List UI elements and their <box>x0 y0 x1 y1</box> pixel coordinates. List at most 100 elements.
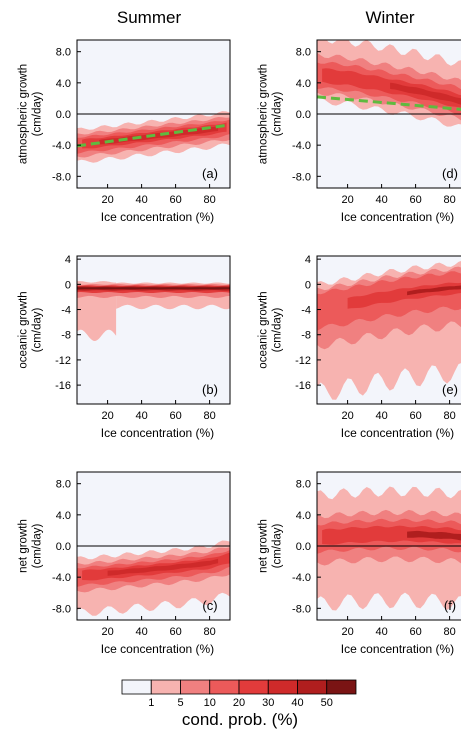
x-tick-label: 60 <box>409 410 421 422</box>
x-tick-label: 40 <box>135 626 147 638</box>
panel-label: (b) <box>202 382 218 397</box>
x-tick-label: 60 <box>169 626 181 638</box>
y-tick-label: 8.0 <box>296 47 311 59</box>
panel-label: (f) <box>444 598 456 613</box>
y-tick-label: -4.0 <box>292 572 311 584</box>
y-tick-label: -8.0 <box>52 171 71 183</box>
y-tick-label: 8.0 <box>296 479 311 491</box>
colorbar-swatch <box>209 679 240 695</box>
y-tick-label: -12 <box>295 355 311 367</box>
panel-d: -8.0 -4.0 0.0 4.0 8.0 20 40 60 80 Ice concentrati… <box>258 39 461 224</box>
contour-bands <box>77 281 230 341</box>
y-tick-label: 0.0 <box>296 109 311 121</box>
y-tick-label: -4.0 <box>52 140 71 152</box>
y-tick-label: 4 <box>65 254 71 266</box>
x-tick-label: 20 <box>341 194 353 206</box>
y-tick-label: 4.0 <box>56 78 71 90</box>
x-tick-label: 20 <box>101 626 113 638</box>
y-tick-label: 8.0 <box>56 479 71 491</box>
x-tick-label: 80 <box>203 410 215 422</box>
regression-fit-line <box>77 123 230 148</box>
colorbar-tick-label: 1 <box>148 697 154 709</box>
contour-bands <box>317 40 461 127</box>
x-axis-label: Ice concentration (%) <box>101 210 214 224</box>
x-tick-label: 20 <box>101 410 113 422</box>
y-tick-label: -16 <box>295 380 311 392</box>
y-tick-label: 4 <box>305 254 311 266</box>
x-tick-label: 60 <box>169 410 181 422</box>
y-tick-label: 4.0 <box>296 78 311 90</box>
colorbar-swatch <box>121 679 152 695</box>
panel-b: -16 -12 -8 -4 0 4 20 40 60 80 Ice concentration (%… <box>18 254 231 440</box>
x-tick-label: 80 <box>203 626 215 638</box>
y-tick-label: 0 <box>65 279 71 291</box>
y-tick-label: -4.0 <box>292 140 311 152</box>
axes-frame <box>76 255 231 405</box>
y-tick-label: -8.0 <box>292 171 311 183</box>
contour-bands <box>77 540 230 616</box>
y-tick-label: 8.0 <box>56 47 71 59</box>
panel-e: -16 -12 -8 -4 0 4 20 40 60 80 Ice concentration (%… <box>258 254 461 440</box>
contour-bands <box>317 486 461 611</box>
y-tick-label: 4.0 <box>296 510 311 522</box>
colorbar-tick-label: 20 <box>233 697 245 709</box>
y-tick-label: 0.0 <box>56 541 71 553</box>
x-tick-label: 40 <box>375 410 387 422</box>
colorbar: 1 5 10 20 30 40 50 <box>121 679 357 709</box>
y-axis-label: net growth (cm/day) <box>18 519 44 573</box>
colorbar-swatch <box>267 679 298 695</box>
y-tick-label: -16 <box>55 380 71 392</box>
x-tick-label: 20 <box>341 626 353 638</box>
y-tick-label: -12 <box>55 355 71 367</box>
y-axis-label: net growth (cm/day) <box>258 519 284 573</box>
colorbar-swatch <box>180 679 211 695</box>
contour-band-level-5 <box>407 285 461 296</box>
colorbar-swatch <box>238 679 269 695</box>
contour-bands <box>317 261 461 400</box>
x-tick-label: 60 <box>409 626 421 638</box>
x-tick-label: 40 <box>135 410 147 422</box>
contour-band-level-4 <box>322 525 461 545</box>
panel-label: (c) <box>202 598 217 613</box>
colorbar-tick-label: 40 <box>291 697 303 709</box>
x-tick-label: 40 <box>375 194 387 206</box>
x-tick-label: 20 <box>341 410 353 422</box>
y-tick-label: -8.0 <box>52 603 71 615</box>
x-tick-label: 80 <box>443 410 455 422</box>
y-tick-label: 4.0 <box>56 510 71 522</box>
x-axis-label: Ice concentration (%) <box>341 642 454 656</box>
x-axis-label: Ice concentration (%) <box>101 426 214 440</box>
x-tick-label: 80 <box>203 194 215 206</box>
column-title-winter: Winter <box>365 8 414 27</box>
colorbar-tick-label: 5 <box>177 697 183 709</box>
colorbar-tick-label: 10 <box>204 697 216 709</box>
colorbar-tick-label: 30 <box>262 697 274 709</box>
colorbar-swatch <box>326 679 357 695</box>
panel-c: -8.0 -4.0 0.0 4.0 8.0 20 40 60 80 Ice concentrati… <box>18 471 231 656</box>
x-tick-label: 20 <box>101 194 113 206</box>
panel-label: (d) <box>442 166 458 181</box>
regression-fit-line <box>317 95 461 111</box>
panel-f: -8.0 -4.0 0.0 4.0 8.0 20 40 60 80 Ice concentrati… <box>258 471 461 656</box>
x-tick-label: 40 <box>375 626 387 638</box>
y-tick-label: 0 <box>305 279 311 291</box>
y-tick-label: 0.0 <box>56 109 71 121</box>
y-tick-label: -8 <box>61 330 71 342</box>
colorbar-tick-label: 50 <box>321 697 333 709</box>
y-tick-label: -4.0 <box>52 572 71 584</box>
panel-label: (e) <box>442 382 458 397</box>
colorbar-swatch <box>297 679 328 695</box>
x-axis-label: Ice concentration (%) <box>341 426 454 440</box>
y-tick-label: -4 <box>61 305 71 317</box>
x-tick-label: 80 <box>443 626 455 638</box>
x-tick-label: 60 <box>409 194 421 206</box>
panel-a: -8.0 -4.0 0.0 4.0 8.0 20 40 60 80 Ice concentrati… <box>18 39 231 224</box>
x-tick-label: 40 <box>135 194 147 206</box>
y-tick-label: -4 <box>301 305 311 317</box>
panel-label: (a) <box>202 166 218 181</box>
x-tick-label: 60 <box>169 194 181 206</box>
axes-frame <box>316 255 461 405</box>
y-axis-label: oceanic growth (cm/day) <box>18 291 44 368</box>
column-title-summer: Summer <box>117 8 182 27</box>
